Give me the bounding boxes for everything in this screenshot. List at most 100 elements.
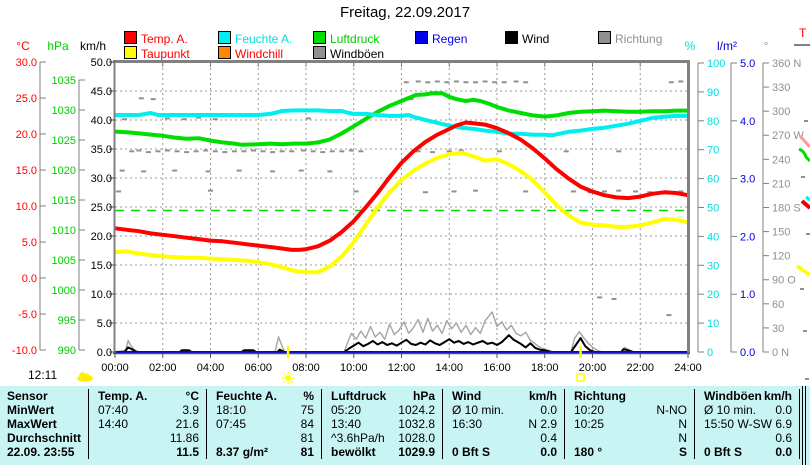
richtung-scatter-dash [601, 190, 607, 193]
table-cell-windb-en-cur: 0 Bft S 0.0 [695, 445, 800, 459]
richtung-scatter-dash [141, 170, 147, 173]
table-row-label: Sensor [0, 389, 89, 403]
richtung-scatter-dash [616, 150, 622, 153]
degC-tick-label: 5.0 [22, 237, 37, 249]
rain-tick-label: 5.0 [740, 58, 755, 70]
hpa-tick-label: 1010 [52, 225, 76, 237]
cell-info: bewölkt [331, 445, 376, 459]
richtung-scatter-dash [473, 189, 479, 192]
page-title: Freitag, 22.09.2017 [339, 4, 471, 21]
legend-item-richtung: Richtung [598, 31, 662, 46]
cell-value: hPa [412, 389, 435, 403]
hpa-tick-label: 1035 [52, 75, 76, 87]
richtung-scatter-dash [279, 150, 285, 153]
richtung-scatter-dash [563, 150, 569, 153]
legend-item-luftdruck: Luftdruck [313, 31, 379, 46]
richtung-scatter-dash [129, 150, 135, 153]
deg-tick-label: 330 [772, 82, 790, 94]
deg-tick-label: 300 [772, 106, 790, 118]
cloud-icon [77, 372, 93, 382]
cell-info: 10:20 [574, 403, 605, 417]
kmh-tick-label: 10.0 [91, 289, 112, 301]
pct-tick-label: 80 [707, 116, 719, 128]
rain-tick-label: 1.0 [740, 289, 755, 301]
cell-info: Luftdruck [331, 389, 387, 403]
table-cell-wind-max: 16:30 N 2.9 [443, 417, 565, 431]
richtung-scatter-dash [136, 149, 142, 152]
richtung-scatter-dash [181, 118, 187, 121]
sunset-square-icon [576, 373, 585, 382]
legend-label: Wind [522, 32, 550, 46]
richtung-scatter-dash [193, 150, 199, 153]
richtung-scatter-dash [184, 151, 190, 154]
cell-value: 0.0 [540, 403, 557, 417]
richtung-scatter-dash [270, 151, 276, 154]
cell-value: 84 [300, 417, 314, 431]
richtung-scatter-dash [212, 118, 218, 121]
kmh-unit-label: km/h [80, 39, 106, 53]
table-row-label: Durchschnitt [0, 431, 89, 445]
degC-unit-label: °C [16, 39, 30, 53]
moon-time-label: 12:11 [28, 368, 58, 382]
legend-label: Taupunkt [141, 47, 190, 61]
table-cell-windb-en-hdr: Windböen km/h [695, 389, 800, 403]
series-luftdruck-line [114, 91, 688, 147]
legend-item-wind: Wind [505, 31, 550, 46]
table-cell-windb-en-avg: 0.6 [695, 431, 800, 445]
cell-info: 18:10 [216, 403, 247, 417]
hpa-tick-label: 995 [58, 315, 76, 327]
table-cell-feuchte-a--avg: 81 [207, 431, 322, 445]
table-cell-temp-a--max: 14:40 21.6 [89, 417, 207, 431]
richtung-scatter-dash [203, 149, 209, 152]
legend-item-windchill: Windchill [218, 46, 283, 61]
kmh-tick-label: 30.0 [91, 173, 112, 185]
deg-tick-label: 90 O [772, 275, 796, 287]
cell-info: 16:30 [452, 417, 483, 431]
cell-value: 1029.9 [398, 445, 435, 459]
cell-info: 8.37 g/m² [216, 445, 269, 459]
clipped-mark-gray-dash [800, 288, 804, 290]
cell-value: 0.6 [775, 431, 792, 445]
cell-value: km/h [528, 389, 557, 403]
sun-icon [281, 371, 295, 385]
table-cell-feuchte-a--max: 07:45 84 [207, 417, 322, 431]
clipped-mark-gray-dash [804, 120, 808, 122]
richtung-scatter-dash [270, 170, 276, 173]
table-cell-richtung-avg: N [565, 431, 695, 445]
pct-unit-label: % [685, 39, 696, 53]
kmh-tick-label: 45.0 [91, 86, 112, 98]
cell-value: 1032.8 [398, 417, 435, 431]
cell-value: 75 [300, 403, 314, 417]
table-right-double-line-2 [805, 386, 806, 465]
clipped-mark-gray-dash [803, 330, 807, 332]
kmh-tick-label: 15.0 [91, 260, 112, 272]
cell-info: 0 Bft S [704, 445, 743, 459]
table-cell-windb-en-max: 15:50 W-SW 6.9 [695, 417, 800, 431]
rain-tick-label: 4.0 [740, 116, 755, 128]
richtung-scatter-dash [165, 117, 171, 120]
degC-tick-label: -5.0 [18, 309, 37, 321]
rain-tick-label: 2.0 [740, 231, 755, 243]
rain-unit-label: l/m² [717, 39, 737, 53]
statistics-table: Sensor Temp. A. °C Feuchte A.% Luftdruck hPa W… [0, 386, 810, 465]
cell-info: Ø 10 min. [452, 403, 505, 417]
richtung-scatter-dash [329, 150, 335, 153]
hpa-tick-label: 1000 [52, 285, 76, 297]
deg-tick-label: 0 N [772, 347, 789, 359]
pct-tick-label: 0 [707, 347, 713, 359]
cell-info: 10:25 [574, 417, 605, 431]
clipped-mark-green [798, 147, 810, 163]
clipped-next-panel-underline [794, 44, 810, 46]
richtung-scatter-dash [444, 81, 450, 84]
time-tick-label: 22:00 [626, 362, 654, 374]
hpa-unit-label: hPa [47, 39, 69, 53]
richtung-scatter-dash [403, 81, 409, 84]
hpa-tick-label: 1005 [52, 255, 76, 267]
richtung-scatter-dash [496, 150, 502, 153]
richtung-scatter-dash [310, 150, 316, 153]
cell-value: 11.5 [176, 445, 199, 459]
cell-value: °C [185, 389, 199, 403]
time-tick-label: 04:00 [197, 362, 225, 374]
cell-info: 05:20 [331, 403, 362, 417]
table-cell-feuchte-a--min: 18:10 75 [207, 403, 322, 417]
